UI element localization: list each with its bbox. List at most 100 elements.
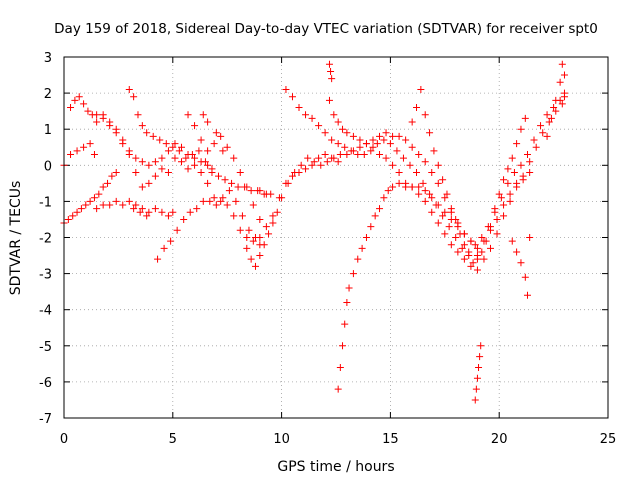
data-point [402,183,410,191]
y-tick-label: 3 [44,51,52,66]
data-point [478,234,486,241]
data-point [395,132,403,140]
data-point [278,194,286,202]
data-point [471,241,479,249]
data-point [156,136,164,144]
data-point [454,248,462,256]
data-point [430,147,438,155]
data-point [214,172,222,180]
data-point [356,136,364,144]
data-point [302,165,310,173]
data-point [245,226,253,234]
data-point [288,93,296,101]
data-point [151,172,159,180]
data-point [560,71,568,79]
data-point [495,190,503,198]
data-point [389,132,397,140]
data-point [517,161,525,169]
x-tick-label: 10 [273,432,290,447]
data-point [315,122,323,130]
data-point [341,143,349,151]
series-track-6 [154,187,264,263]
data-point [262,223,270,231]
data-point [376,132,384,140]
data-point [354,150,362,158]
data-point [417,85,425,93]
data-point [395,179,403,187]
data-point [369,136,377,144]
data-point [415,150,423,158]
data-point [460,241,468,249]
data-point [506,190,514,198]
data-point [158,208,166,216]
data-point [282,85,290,93]
data-point [543,132,551,140]
data-points [60,60,568,404]
data-point [230,154,238,162]
data-point [284,179,292,187]
data-point [408,118,416,126]
data-point [473,244,481,252]
data-point [210,140,218,148]
data-point [523,291,531,299]
data-point [236,169,244,177]
data-point [171,140,179,148]
data-point [408,183,416,191]
data-point [467,237,475,245]
data-point [384,187,392,195]
data-point [336,363,344,371]
data-point [376,150,384,158]
data-point [473,374,481,382]
data-point [325,60,333,68]
data-point [223,143,231,151]
data-point [376,205,384,213]
data-point [558,60,566,68]
data-point [151,158,159,166]
data-point [260,241,268,249]
data-point [360,150,368,158]
data-point [393,147,401,155]
data-point [472,385,480,393]
data-point [151,205,159,213]
data-point [119,140,127,148]
data-point [86,197,94,205]
x-tick-label: 25 [600,432,617,447]
series-track-15 [543,60,568,140]
data-point [178,158,186,166]
data-point [149,132,157,140]
data-point [441,194,449,202]
data-point [158,165,166,173]
data-point [486,244,494,252]
series-track-5 [125,85,268,198]
data-point [230,212,238,220]
data-point [125,85,133,93]
data-point [467,262,475,270]
data-point [456,230,464,238]
data-point [217,197,225,205]
data-point [362,140,370,148]
data-point [356,143,364,151]
data-point [330,111,338,119]
data-point [343,298,351,306]
x-tick-label: 15 [382,432,399,447]
y-tick-label: 1 [44,123,52,138]
series-track-12 [408,85,529,267]
data-point [371,212,379,220]
data-point [443,190,451,198]
data-point [441,230,449,238]
data-point [197,169,205,177]
data-point [508,154,516,162]
y-tick-label: 2 [44,87,52,102]
data-point [513,140,521,148]
y-axis-label: SDTVAR / TECUs [8,181,24,296]
data-point [86,140,94,148]
data-point [164,169,172,177]
data-point [288,172,296,180]
data-point [380,136,388,144]
data-point [212,129,220,137]
data-point [95,190,103,198]
data-point [104,179,112,187]
data-point [413,104,421,112]
data-point [132,169,140,177]
data-point [204,118,212,126]
